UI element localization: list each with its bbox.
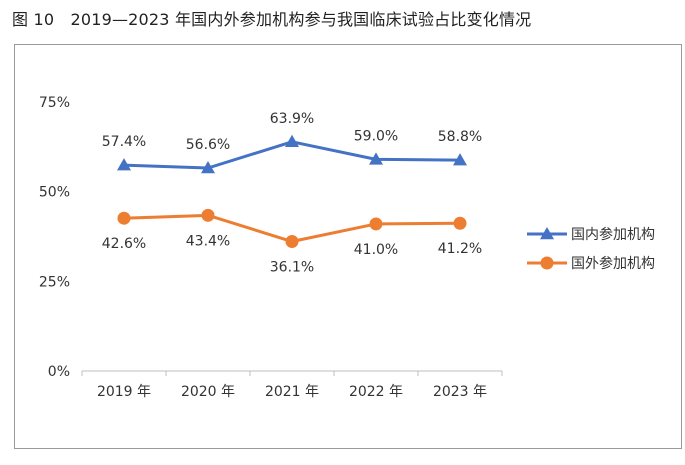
data-label: 41.0% <box>354 242 398 258</box>
x-tick-label: 2022 年 <box>349 384 403 400</box>
data-label: 58.8% <box>438 129 482 145</box>
triangle-point <box>285 134 299 148</box>
data-label: 36.1% <box>270 260 314 276</box>
triangle-point <box>201 160 215 174</box>
data-label: 42.6% <box>102 236 146 252</box>
y-tick-label: 0% <box>48 364 70 380</box>
triangle-point <box>453 153 467 166</box>
legend-triangle-marker <box>540 227 554 240</box>
data-label: 63.9% <box>270 111 314 127</box>
chart-axes: 2019 年 2020 年 2021 年 2022 年 2023 年 0% 25% 50% 75… <box>39 95 503 400</box>
triangle-point <box>117 158 131 171</box>
data-label: 43.4% <box>186 233 230 249</box>
data-label: 59.0% <box>354 128 398 144</box>
y-tick-label: 75% <box>39 95 70 111</box>
chart-series <box>117 134 467 249</box>
y-tick-label: 50% <box>39 185 70 201</box>
x-tick-label: 2020 年 <box>181 384 235 400</box>
x-tick-label: 2021 年 <box>265 384 319 400</box>
data-label: 41.2% <box>438 241 482 257</box>
y-tick-label: 25% <box>39 274 70 290</box>
figure-title: 图 10 2019—2023 年国内外参加机构参与我国临床试验占比变化情况 <box>12 10 532 29</box>
data-label: 56.6% <box>186 137 230 153</box>
circle-point <box>117 211 131 225</box>
circle-point <box>369 217 383 231</box>
chart-data-labels: 57.4% 56.6% 63.9% 59.0% 58.8% 42.6% 43.4% 36.1%… <box>102 111 482 276</box>
x-tick-label: 2023 年 <box>433 384 487 400</box>
legend-label: 国外参加机构 <box>571 255 655 272</box>
circle-point <box>285 235 299 249</box>
x-tick-label: 2019 年 <box>97 384 151 400</box>
legend-circle-marker <box>540 256 554 270</box>
data-label: 57.4% <box>102 134 146 150</box>
triangle-point <box>369 152 383 165</box>
circle-point <box>201 208 215 222</box>
legend-label: 国内参加机构 <box>571 226 655 243</box>
chart-border <box>14 44 682 449</box>
circle-point <box>453 216 467 230</box>
